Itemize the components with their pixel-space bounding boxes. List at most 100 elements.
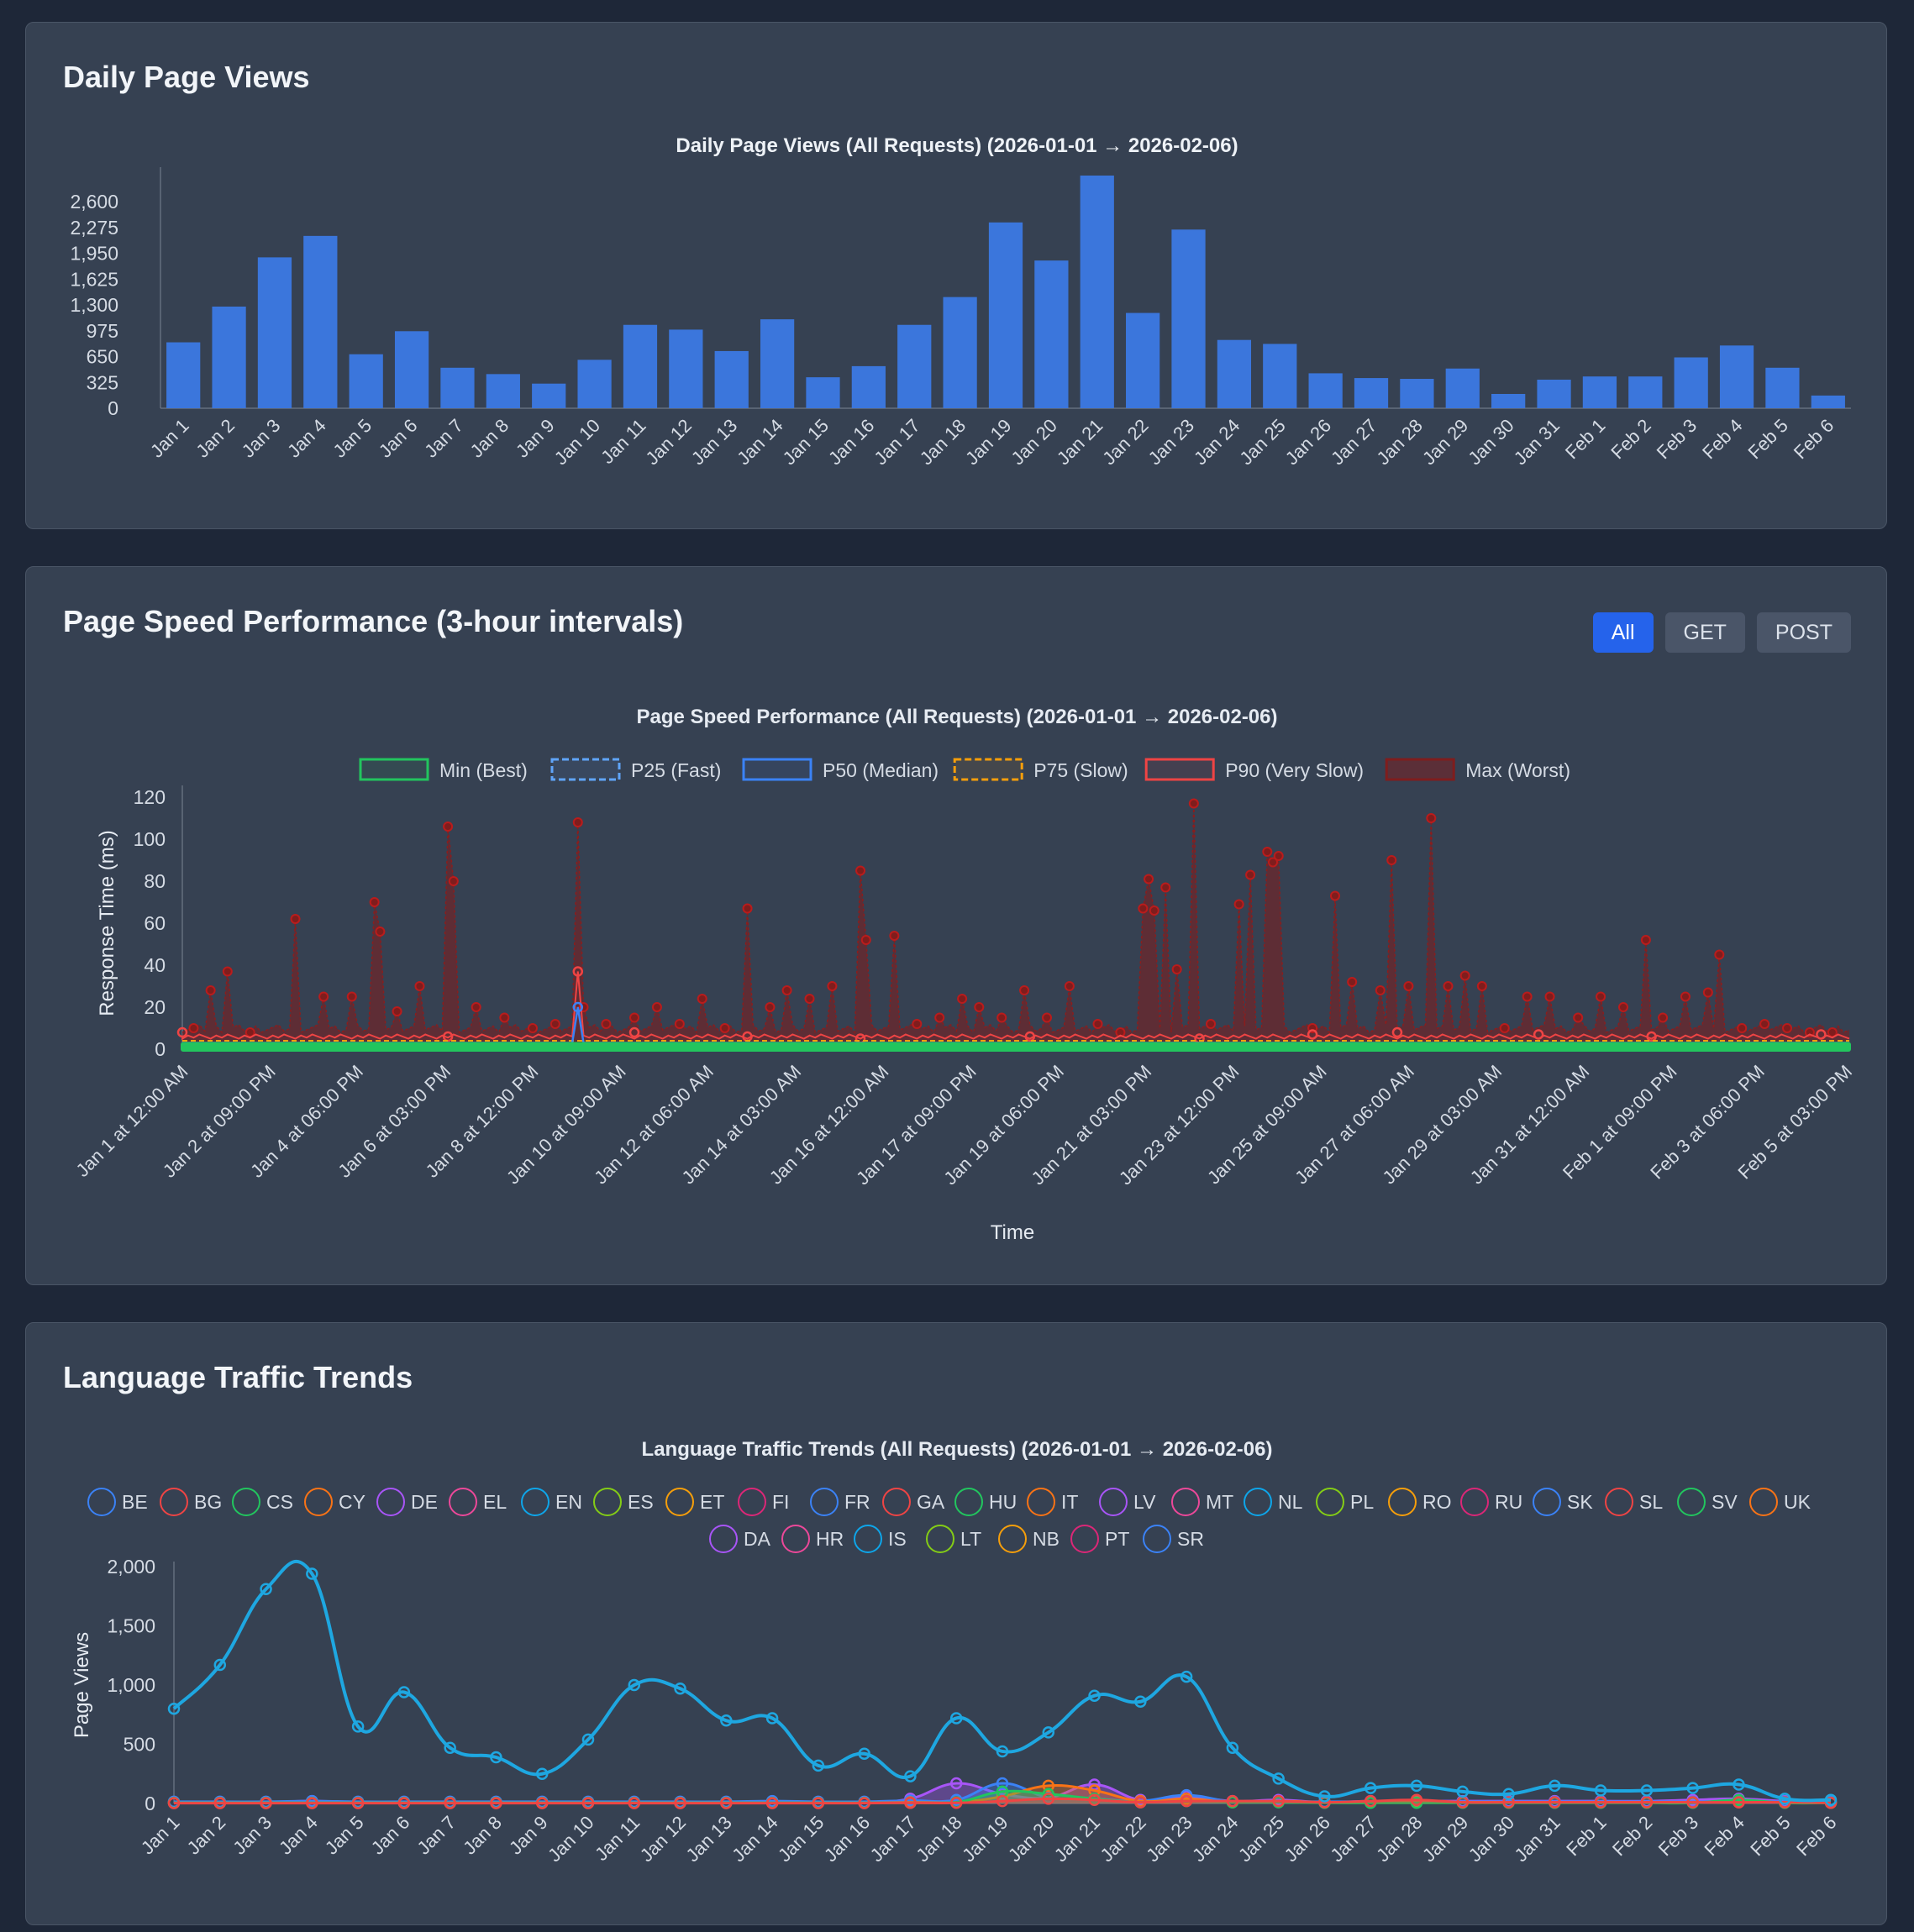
x-tick-label: Jan 17 bbox=[866, 1812, 920, 1866]
bar bbox=[532, 383, 566, 408]
bar bbox=[1263, 344, 1297, 408]
legend-swatch bbox=[998, 1525, 1027, 1553]
bar bbox=[486, 374, 520, 408]
legend-label: HR bbox=[816, 1528, 844, 1550]
max-point bbox=[1759, 1019, 1770, 1029]
legend-label: HU bbox=[989, 1491, 1017, 1513]
x-tick-label: Jan 2 bbox=[192, 415, 239, 462]
legend-swatch bbox=[1143, 1525, 1171, 1553]
bar bbox=[1034, 260, 1069, 408]
max-point bbox=[1206, 1019, 1217, 1029]
series-area-fr bbox=[174, 1783, 1831, 1803]
x-tick-label: Jan 24 bbox=[1190, 415, 1244, 469]
x-tick-label: Feb 5 bbox=[1744, 415, 1792, 463]
max-point bbox=[1115, 1027, 1126, 1037]
x-tick-label: Jan 29 bbox=[1418, 415, 1472, 469]
legend-label: DE bbox=[411, 1491, 438, 1513]
max-point bbox=[414, 981, 425, 991]
bar bbox=[1126, 312, 1160, 408]
legend-label: EN bbox=[555, 1491, 582, 1513]
x-tick-label: Jan 16 bbox=[820, 1812, 874, 1866]
series-point-bg bbox=[812, 1797, 825, 1809]
bar bbox=[1811, 395, 1845, 408]
legend-swatch bbox=[304, 1488, 333, 1516]
x-tick-label: Feb 3 bbox=[1654, 1812, 1702, 1860]
p90-point bbox=[1307, 1029, 1318, 1040]
max-point bbox=[1596, 991, 1606, 1002]
max-point bbox=[1171, 964, 1182, 974]
max-point bbox=[443, 822, 454, 832]
max-point bbox=[1714, 949, 1725, 960]
series-point-en bbox=[1686, 1782, 1699, 1794]
legend-label: PT bbox=[1105, 1528, 1129, 1550]
daily-page-views-title: Daily Page Views bbox=[63, 60, 310, 94]
max-point bbox=[1476, 981, 1487, 991]
legend-item-lt: LT bbox=[926, 1525, 981, 1553]
legend-label: Min (Best) bbox=[439, 759, 528, 781]
legend-label: CY bbox=[339, 1491, 365, 1513]
x-tick-label: Jan 11 bbox=[597, 415, 649, 468]
max-point bbox=[1640, 935, 1651, 945]
filter-get-button[interactable]: GET bbox=[1664, 612, 1745, 653]
page-speed-title: Page Speed Performance (3-hour intervals… bbox=[63, 604, 684, 638]
series-point-en bbox=[1640, 1784, 1654, 1797]
x-tick-label: Feb 2 bbox=[1608, 1812, 1656, 1860]
y-tick-label: 40 bbox=[144, 954, 166, 976]
series-point-en bbox=[1410, 1779, 1423, 1793]
legend-item-max: Max (Worst) bbox=[1385, 758, 1570, 781]
max-point bbox=[1233, 899, 1244, 910]
max-point bbox=[448, 876, 459, 886]
legend-swatch bbox=[160, 1488, 188, 1516]
max-point bbox=[369, 897, 380, 907]
y-tick-label: 120 bbox=[134, 786, 166, 808]
max-point bbox=[1347, 977, 1358, 987]
legend-item-pl: PL bbox=[1316, 1488, 1374, 1516]
x-tick-label: Jan 21 bbox=[1053, 415, 1107, 469]
p90-point bbox=[1533, 1029, 1544, 1040]
series-point-en bbox=[1226, 1741, 1239, 1754]
x-tick-label: Jan 8 bbox=[466, 415, 513, 462]
x-tick-label: Jan 31 bbox=[1510, 415, 1564, 469]
legend-item-de: DE bbox=[376, 1488, 438, 1516]
series-point-en bbox=[996, 1745, 1009, 1758]
legend-item-sr: SR bbox=[1143, 1525, 1204, 1553]
legend-label: IS bbox=[888, 1528, 907, 1550]
max-point bbox=[1268, 857, 1279, 868]
filter-all-button[interactable]: All bbox=[1592, 612, 1654, 653]
x-tick-label: Jan 25 bbox=[1234, 1812, 1288, 1866]
bar bbox=[897, 324, 932, 408]
legend-item-pt: PT bbox=[1070, 1525, 1129, 1553]
bar bbox=[943, 297, 977, 408]
legend-label: P90 (Very Slow) bbox=[1225, 759, 1364, 781]
series-point-bg bbox=[444, 1797, 456, 1809]
series-point-bg bbox=[858, 1797, 870, 1809]
bar bbox=[1080, 176, 1114, 408]
max-point bbox=[572, 817, 583, 827]
series-point-en bbox=[1180, 1670, 1193, 1683]
x-tick-label: Jan 21 bbox=[1050, 1812, 1104, 1866]
bar bbox=[1354, 378, 1389, 408]
legend-swatch bbox=[1099, 1488, 1128, 1516]
max-point bbox=[1188, 798, 1199, 809]
legend-swatch bbox=[1749, 1488, 1778, 1516]
p90-point bbox=[442, 1031, 454, 1042]
series-point-en bbox=[1456, 1785, 1470, 1798]
bar bbox=[1674, 357, 1708, 408]
legend-swatch bbox=[1244, 1488, 1272, 1516]
method-filter: All GET POST bbox=[1592, 612, 1851, 653]
bar bbox=[1719, 345, 1754, 408]
legend-item-cy: CY bbox=[304, 1488, 365, 1516]
legend-label: BG bbox=[194, 1491, 222, 1513]
filter-post-button[interactable]: POST bbox=[1756, 612, 1851, 653]
daily-page-views-chart: Daily Page Views (All Requests) (2026-01… bbox=[70, 134, 1851, 469]
bar bbox=[1582, 376, 1617, 408]
series-point-bg bbox=[628, 1797, 641, 1809]
series-point-bg bbox=[1686, 1796, 1699, 1809]
max-point bbox=[1262, 847, 1273, 857]
legend-label: Max (Worst) bbox=[1465, 759, 1570, 781]
series-point-bg bbox=[167, 1797, 181, 1809]
legend-label: DA bbox=[744, 1528, 771, 1550]
legend-item-ru: RU bbox=[1460, 1488, 1522, 1516]
legend-label: PL bbox=[1350, 1491, 1374, 1513]
series-point-bg bbox=[949, 1797, 963, 1809]
